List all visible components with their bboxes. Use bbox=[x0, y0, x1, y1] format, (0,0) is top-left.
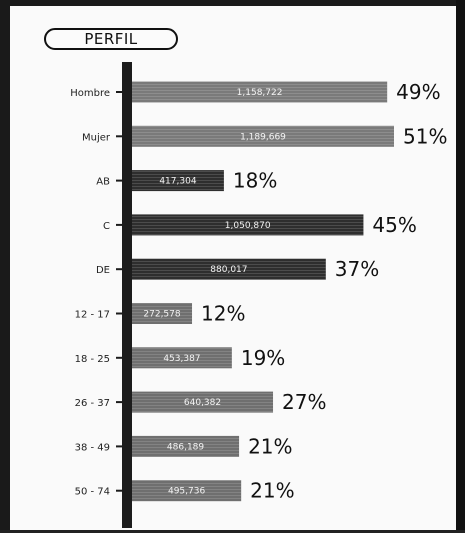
bar-texture bbox=[132, 170, 224, 192]
value-label: 486,189 bbox=[167, 442, 204, 452]
bar-texture bbox=[132, 258, 326, 280]
value-label: 640,382 bbox=[184, 398, 221, 408]
percent-label: 49% bbox=[396, 80, 440, 104]
category-label: AB bbox=[96, 177, 110, 188]
axis-tick bbox=[116, 445, 122, 448]
axis-tick bbox=[116, 489, 122, 492]
category-label: 38 - 49 bbox=[75, 442, 110, 453]
bar-texture bbox=[132, 214, 364, 236]
value-label: 1,050,870 bbox=[225, 221, 271, 231]
bar-texture bbox=[132, 125, 394, 147]
percent-label: 18% bbox=[233, 169, 277, 193]
bar-texture bbox=[132, 81, 388, 103]
category-label: 12 - 17 bbox=[75, 310, 110, 321]
value-label: 1,158,722 bbox=[237, 88, 283, 98]
category-label: 26 - 37 bbox=[75, 398, 110, 409]
bar-texture bbox=[132, 435, 240, 457]
scan-edge-bottom bbox=[0, 530, 465, 533]
axis-tick bbox=[116, 401, 122, 404]
axis-tick bbox=[116, 135, 122, 138]
percent-label: 37% bbox=[335, 257, 379, 281]
axis-tick bbox=[116, 179, 122, 182]
category-label: 50 - 74 bbox=[75, 487, 110, 498]
percent-label: 12% bbox=[201, 302, 245, 326]
percent-label: 45% bbox=[372, 213, 416, 237]
bar-texture bbox=[132, 480, 242, 502]
bar-texture bbox=[132, 391, 274, 413]
percent-label: 27% bbox=[282, 390, 326, 414]
value-label: 880,017 bbox=[210, 265, 247, 275]
axis-tick bbox=[116, 268, 122, 271]
category-label: C bbox=[103, 221, 110, 232]
bar-texture bbox=[132, 347, 232, 369]
value-label: 417,304 bbox=[159, 177, 196, 187]
page-title: PERFIL bbox=[44, 28, 178, 50]
percent-label: 21% bbox=[248, 434, 292, 458]
scan-edge-left bbox=[0, 0, 10, 533]
axis-tick bbox=[116, 312, 122, 315]
percent-label: 51% bbox=[403, 124, 447, 148]
axis-tick bbox=[116, 356, 122, 359]
value-label: 453,387 bbox=[163, 354, 200, 364]
axis-tick bbox=[116, 223, 122, 226]
axis-tick bbox=[116, 91, 122, 93]
value-label: 495,736 bbox=[168, 487, 205, 497]
category-label: 18 - 25 bbox=[75, 354, 110, 365]
vertical-axis-bar bbox=[122, 62, 132, 528]
percent-label: 19% bbox=[241, 346, 285, 370]
value-label: 1,189,669 bbox=[240, 132, 286, 142]
category-label: DE bbox=[96, 265, 110, 276]
bar-texture bbox=[132, 303, 193, 324]
category-label: Hombre bbox=[70, 88, 110, 99]
value-label: 272,578 bbox=[143, 310, 180, 320]
category-label: Mujer bbox=[82, 132, 111, 143]
scan-edge-top bbox=[0, 0, 465, 6]
scan-edge-right bbox=[456, 0, 465, 533]
percent-label: 21% bbox=[250, 479, 294, 503]
